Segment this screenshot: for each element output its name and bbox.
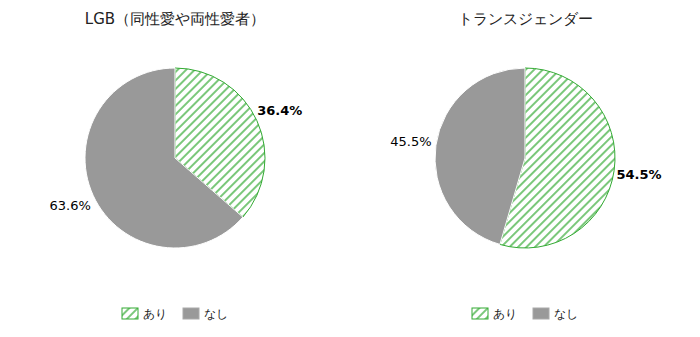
- legend-item: あり: [122, 307, 167, 321]
- pie-slice: [435, 68, 525, 244]
- pie-chart: トランスジェンダー 54.5% 45.5% あり なし: [390, 10, 661, 321]
- legend-item: なし: [533, 307, 578, 321]
- slices: [435, 68, 615, 248]
- legend-label: なし: [554, 307, 578, 321]
- legend-swatch: [472, 308, 488, 319]
- pie-slice: [85, 68, 243, 248]
- data-label: 63.6%: [49, 198, 90, 213]
- chart-title: トランスジェンダー: [458, 10, 593, 28]
- legend-swatch: [183, 308, 199, 319]
- legend-item: なし: [183, 307, 228, 321]
- data-labels: 54.5% 45.5%: [390, 134, 661, 181]
- legend: あり なし: [122, 307, 228, 321]
- chart-title: LGB（同性愛や両性愛者）: [85, 10, 265, 28]
- legend: あり なし: [472, 307, 578, 321]
- legend-label: なし: [204, 307, 228, 321]
- data-label: 54.5%: [616, 167, 661, 182]
- data-label: 45.5%: [390, 134, 431, 149]
- legend-label: あり: [143, 307, 167, 321]
- legend-swatch: [122, 308, 138, 319]
- pie-chart: LGB（同性愛や両性愛者） 36.4% 63.6% あり なし: [49, 10, 302, 321]
- legend-label: あり: [493, 307, 517, 321]
- chart-container: LGB（同性愛や両性愛者） 36.4% 63.6% あり なし トランスジェンダー 54.5…: [0, 0, 700, 337]
- legend-item: あり: [472, 307, 517, 321]
- data-label: 36.4%: [257, 103, 302, 118]
- legend-swatch: [533, 308, 549, 319]
- chart-svg: LGB（同性愛や両性愛者） 36.4% 63.6% あり なし トランスジェンダー 54.5…: [0, 0, 700, 337]
- data-labels: 36.4% 63.6%: [49, 103, 302, 213]
- slices: [85, 68, 265, 248]
